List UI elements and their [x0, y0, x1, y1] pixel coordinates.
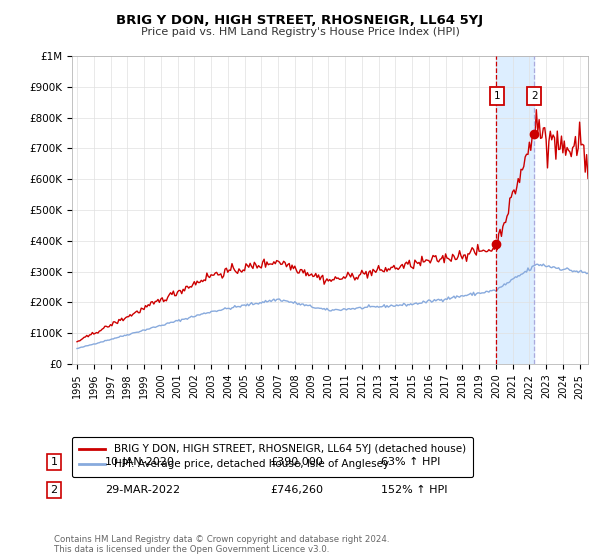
Text: Price paid vs. HM Land Registry's House Price Index (HPI): Price paid vs. HM Land Registry's House … — [140, 27, 460, 38]
Text: BRIG Y DON, HIGH STREET, RHOSNEIGR, LL64 5YJ: BRIG Y DON, HIGH STREET, RHOSNEIGR, LL64… — [116, 14, 484, 27]
Text: 1: 1 — [50, 457, 58, 467]
Text: 2: 2 — [531, 91, 538, 101]
Legend: BRIG Y DON, HIGH STREET, RHOSNEIGR, LL64 5YJ (detached house), HPI: Average pric: BRIG Y DON, HIGH STREET, RHOSNEIGR, LL64… — [72, 437, 473, 477]
Text: 152% ↑ HPI: 152% ↑ HPI — [381, 485, 448, 495]
Text: £746,260: £746,260 — [270, 485, 323, 495]
Text: 29-MAR-2022: 29-MAR-2022 — [105, 485, 180, 495]
Text: Contains HM Land Registry data © Crown copyright and database right 2024.
This d: Contains HM Land Registry data © Crown c… — [54, 535, 389, 554]
Text: 1: 1 — [494, 91, 500, 101]
Bar — [496, 56, 533, 364]
Text: 10-JAN-2020: 10-JAN-2020 — [105, 457, 175, 467]
Text: 63% ↑ HPI: 63% ↑ HPI — [381, 457, 440, 467]
Text: £390,000: £390,000 — [270, 457, 323, 467]
Text: 2: 2 — [50, 485, 58, 495]
